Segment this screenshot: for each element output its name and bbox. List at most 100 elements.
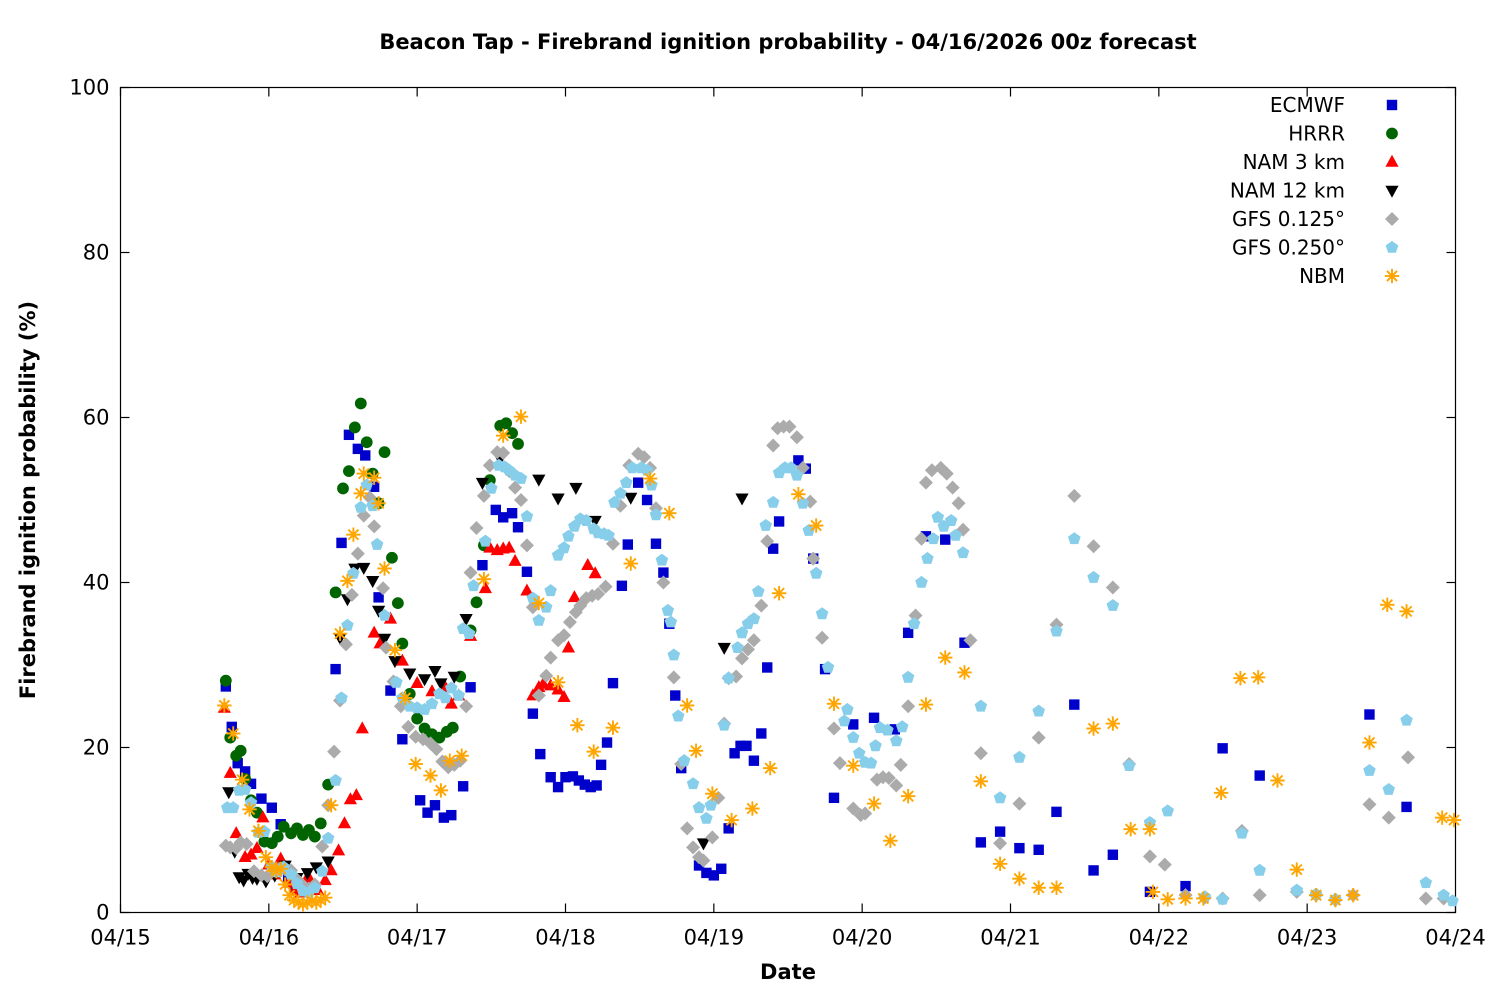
nbm-point [1363, 736, 1376, 749]
nbm-point [690, 745, 702, 757]
hrrr-point [386, 551, 398, 564]
nbm-point [1347, 889, 1359, 901]
gfs-0-250--point [847, 731, 860, 743]
nbm-point [1215, 787, 1227, 799]
gfs-0-250--point [316, 864, 329, 877]
gfs-0-250--point [692, 801, 706, 814]
gfs-0-250--point [580, 514, 593, 526]
gfs-0-125--point [893, 757, 908, 772]
gfs-0-125--point [1012, 796, 1027, 811]
nam-3-km-point [331, 843, 346, 856]
ecmwf-point [560, 772, 571, 783]
nam-3-km-point [567, 590, 581, 603]
ecmwf-point [552, 781, 564, 793]
gfs-0-250--point [562, 529, 575, 542]
gfs-0-250--point [895, 720, 909, 733]
gfs-0-125--point [680, 821, 695, 836]
x-tick-label: 04/16 [239, 926, 300, 950]
nbm-point [1144, 823, 1156, 835]
nbm-point [625, 557, 637, 570]
legend-marker-nbm [1386, 270, 1398, 282]
nam-3-km-point [244, 847, 258, 860]
ecmwf-point [701, 867, 712, 879]
gfs-0-125--point [482, 458, 497, 473]
ecmwf-point [741, 740, 752, 752]
ecmwf-point [343, 429, 355, 441]
nbm-point [1087, 722, 1100, 735]
gfs-0-125--point [459, 699, 474, 714]
nbm-point [644, 472, 656, 485]
ecmwf-point [397, 734, 408, 745]
gfs-0-250--point [815, 607, 829, 620]
gfs-0-250--point [752, 585, 765, 597]
nbm-point [920, 698, 932, 711]
gfs-0-250--point [735, 626, 749, 639]
nbm-point [341, 575, 354, 587]
nbm-point [902, 790, 914, 802]
nam-12-km-point [434, 678, 448, 691]
ecmwf-point [336, 537, 347, 549]
nbm-point [552, 676, 564, 689]
x-tick-label: 04/15 [90, 926, 151, 950]
gfs-0-250--point [227, 801, 240, 814]
legend-marker-gfs-0-250- [1385, 240, 1399, 253]
nbm-point [478, 573, 490, 585]
gfs-0-125--point [379, 640, 394, 655]
hrrr-point [343, 465, 355, 478]
nbm-point [792, 488, 805, 500]
gfs-0-250--point [1253, 863, 1266, 876]
gfs-0-125--point [429, 742, 444, 757]
nbm-point [236, 773, 248, 786]
gfs-0-250--point [532, 613, 546, 626]
nbm-point [306, 895, 318, 907]
ecmwf-point [490, 504, 501, 516]
nbm-point [497, 429, 509, 442]
gfs-0-250--point [921, 552, 934, 564]
nam-3-km-point [223, 765, 237, 778]
ecmwf-point [256, 793, 267, 804]
gfs-0-250--point [462, 627, 476, 639]
gfs-0-250--point [901, 670, 915, 683]
y-tick-label: 60 [83, 406, 110, 430]
nbm-point [252, 825, 265, 837]
nam-3-km-point [256, 810, 270, 823]
legend-marker-nam-12-km [1385, 185, 1399, 198]
ecmwf-point [512, 522, 524, 533]
gfs-0-125--point [760, 534, 775, 549]
gfs-0-250--point [1068, 532, 1081, 545]
gfs-0-125--point [1086, 539, 1101, 554]
y-tick-label: 40 [83, 571, 110, 595]
gfs-0-125--point [338, 637, 353, 652]
ecmwf-point [1254, 770, 1265, 781]
gfs-0-250--point [890, 734, 903, 747]
gfs-0-250--point [747, 612, 761, 625]
nam-3-km-point [508, 553, 522, 566]
nbm-point [325, 799, 337, 812]
nbm-point [1252, 671, 1264, 684]
gfs-0-250--point [614, 486, 627, 499]
gfs-0-250--point [790, 468, 804, 481]
gfs-0-250--point [722, 671, 735, 684]
gfs-0-250--point [1161, 804, 1174, 817]
nbm-point [319, 891, 331, 904]
gfs-0-250--point [1216, 892, 1229, 905]
ecmwf-point [545, 772, 556, 783]
gfs-0-125--point [344, 587, 359, 602]
nam-3-km-point [502, 540, 516, 553]
nbm-point [260, 851, 272, 863]
chart-title: Beacon Tap - Firebrand ignition probabil… [379, 30, 1197, 54]
gfs-0-250--point [452, 688, 465, 701]
gfs-0-250--point [1106, 599, 1120, 611]
gfs-0-250--point [796, 496, 810, 509]
nbm-point [571, 719, 584, 731]
nbm-point [773, 587, 785, 599]
gfs-0-125--point [746, 633, 761, 648]
gfs-0-250--point [704, 798, 718, 811]
nbm-point [358, 467, 370, 480]
nbm-point [1310, 889, 1322, 901]
gfs-0-125--point [993, 836, 1008, 851]
legend-label-nam-3-km: NAM 3 km [1243, 150, 1345, 174]
gfs-0-250--point [759, 519, 772, 531]
ecmwf-point [1401, 801, 1412, 813]
nbm-point [607, 721, 619, 734]
